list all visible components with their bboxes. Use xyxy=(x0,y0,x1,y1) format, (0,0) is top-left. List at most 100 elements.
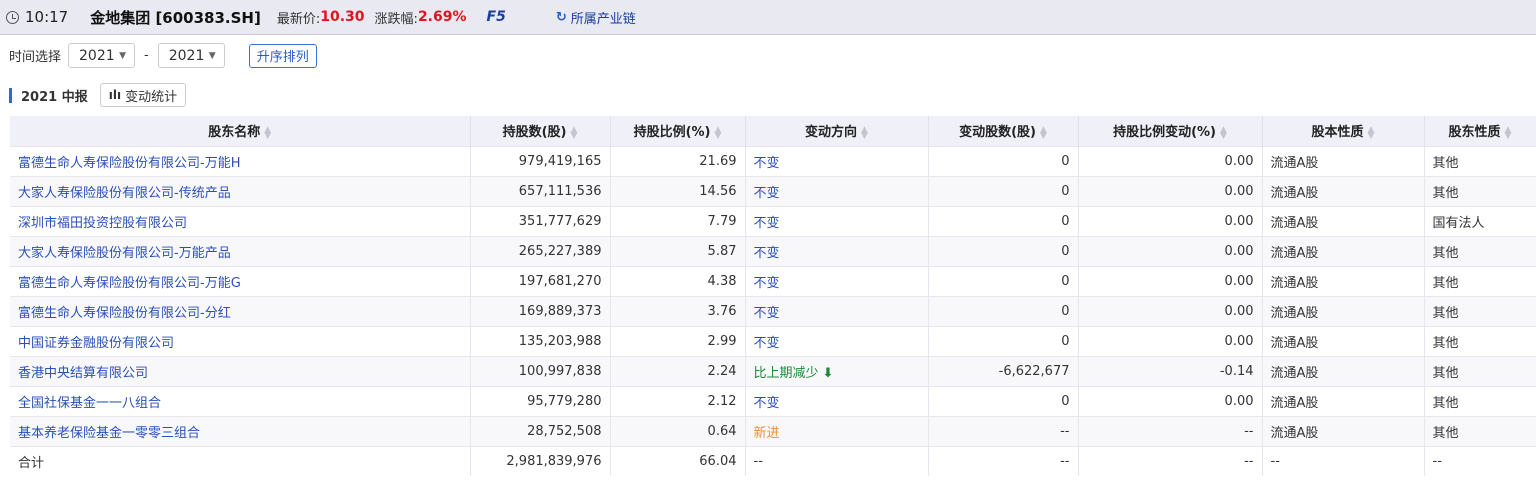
cell-change-direction: 不变 xyxy=(745,385,929,416)
cell-shareholder-name: 合计 xyxy=(10,445,471,476)
time-filter: 时间选择 2021 ▼ - 2021 ▼ 升序排列 xyxy=(9,43,317,68)
range-separator: - xyxy=(144,48,149,63)
cell-change-shares: -- xyxy=(928,415,1079,446)
change-stats-label: 变动统计 xyxy=(125,89,178,105)
sort-icon[interactable]: ▲ ▼ xyxy=(570,124,578,141)
arrow-down-icon: ⬇ xyxy=(822,365,834,381)
cell-change-shares: 0 xyxy=(928,385,1079,416)
column-header-label: 持股数(股) xyxy=(502,125,567,141)
year-from-select[interactable]: 2021 ▼ xyxy=(68,43,136,68)
cell-holding-ratio: 21.69 xyxy=(610,145,746,176)
column-header-label: 股东名称 xyxy=(208,125,261,141)
column-header-change-shares[interactable]: 变动股数(股) ▲ ▼ xyxy=(928,116,1079,146)
table-row: 富德生命人寿保险股份有限公司-万能H 979,419,165 21.69 不变 0 0.0… xyxy=(10,145,1536,176)
cell-holding-ratio: 2.24 xyxy=(610,355,746,386)
cell-shares-held: 28,752,508 xyxy=(470,415,611,446)
header-bar: 10:17 金地集团 [600383.SH] 最新价: 10.30 涨跌幅: 2… xyxy=(0,0,1536,35)
total-row: 合计 2,981,839,976 66.04 -- -- -- -- -- xyxy=(10,445,1536,476)
cell-change-direction: 比上期减少 ⬇ xyxy=(745,355,929,386)
cell-shareholder-name[interactable]: 富德生命人寿保险股份有限公司-万能H xyxy=(10,145,471,176)
cell-shareholder-name[interactable]: 大家人寿保险股份有限公司-传统产品 xyxy=(10,175,471,206)
cell-share-type: 流通A股 xyxy=(1262,355,1425,386)
cell-shareholder-type: 其他 xyxy=(1424,265,1536,296)
cell-change-shares: 0 xyxy=(928,145,1079,176)
shareholder-table: 股东名称 ▲ ▼ 持股数(股) ▲ ▼ 持股比例(%) ▲ ▼ 变动方向 ▲ ▼ 变动股数(股) ▲ ▼ 持股… xyxy=(10,116,1536,476)
table-row: 基本养老保险基金一零零三组合 28,752,508 0.64 新进 -- -- 流通A股 其他 xyxy=(10,415,1536,446)
year-to-value: 2021 xyxy=(168,47,205,64)
cell-ratio-change: 0.00 xyxy=(1078,295,1263,326)
column-header-change-direction[interactable]: 变动方向 ▲ ▼ xyxy=(745,116,929,146)
column-header-label: 股东性质 xyxy=(1448,125,1501,141)
cell-change-direction: 不变 xyxy=(745,265,929,296)
price-value: 10.30 xyxy=(320,9,365,25)
cell-share-type: 流通A股 xyxy=(1262,415,1425,446)
cell-ratio-change: 0.00 xyxy=(1078,385,1263,416)
cell-shareholder-type: 其他 xyxy=(1424,415,1536,446)
sort-icon[interactable]: ▲ ▼ xyxy=(861,124,868,141)
column-header-shareholder-name[interactable]: 股东名称 ▲ ▼ xyxy=(10,116,471,146)
change-value: 2.69% xyxy=(417,9,467,25)
column-header-shareholder-type[interactable]: 股东性质 ▲ ▼ xyxy=(1424,116,1536,146)
column-header-label: 持股比例(%) xyxy=(633,125,711,141)
industry-chain-link[interactable]: ↻ 所属产业链 xyxy=(556,8,636,27)
cell-holding-ratio: 14.56 xyxy=(610,175,746,206)
cell-holding-ratio: 66.04 xyxy=(610,445,746,476)
change-label: 涨跌幅: xyxy=(374,11,418,27)
cell-change-direction: 不变 xyxy=(745,145,929,176)
cell-shares-held: 95,779,280 xyxy=(470,385,611,416)
cell-holding-ratio: 4.38 xyxy=(610,265,746,296)
cell-shareholder-type: -- xyxy=(1424,445,1536,476)
cell-holding-ratio: 2.99 xyxy=(610,325,746,356)
cell-change-shares: -- xyxy=(928,445,1079,476)
cell-shares-held: 169,889,373 xyxy=(470,295,611,326)
cell-share-type: -- xyxy=(1262,445,1425,476)
sort-icon[interactable]: ▲ ▼ xyxy=(264,124,272,141)
cell-shareholder-type: 其他 xyxy=(1424,295,1536,326)
sort-icon[interactable]: ▲ ▼ xyxy=(1220,124,1227,141)
cell-share-type: 流通A股 xyxy=(1262,325,1425,356)
sort-icon[interactable]: ▲ ▼ xyxy=(1504,124,1512,141)
sort-icon[interactable]: ▲ ▼ xyxy=(714,124,722,141)
table-row: 大家人寿保险股份有限公司-万能产品 265,227,389 5.87 不变 0 0.00 流… xyxy=(10,235,1536,266)
cell-share-type: 流通A股 xyxy=(1262,205,1425,236)
cell-shareholder-type: 其他 xyxy=(1424,355,1536,386)
cell-shareholder-name[interactable]: 香港中央结算有限公司 xyxy=(10,355,471,386)
sort-icon[interactable]: ▲ ▼ xyxy=(1039,124,1047,141)
cell-shareholder-name[interactable]: 中国证券金融股份有限公司 xyxy=(10,325,471,356)
cell-ratio-change: 0.00 xyxy=(1078,265,1263,296)
cell-shareholder-type: 其他 xyxy=(1424,385,1536,416)
cell-shareholder-name[interactable]: 富德生命人寿保险股份有限公司-万能G xyxy=(10,265,471,296)
column-header-ratio-change[interactable]: 持股比例变动(%) ▲ ▼ xyxy=(1078,116,1263,146)
table-row: 富德生命人寿保险股份有限公司-分红 169,889,373 3.76 不变 0 0.00 流… xyxy=(10,295,1536,326)
cell-shareholder-name[interactable]: 全国社保基金一一八组合 xyxy=(10,385,471,416)
time-filter-label: 时间选择 xyxy=(9,50,62,65)
section-marker xyxy=(9,87,12,103)
cell-change-shares: 0 xyxy=(928,175,1079,206)
year-to-select[interactable]: 2021 ▼ xyxy=(157,43,225,68)
table-row: 深圳市福田投资控股有限公司 351,777,629 7.79 不变 0 0.00 流通A股国… xyxy=(10,205,1536,236)
cell-ratio-change: 0.00 xyxy=(1078,145,1263,176)
cell-holding-ratio: 0.64 xyxy=(610,415,746,446)
section-header: 2021 中报 ılı 变动统计 xyxy=(9,83,187,107)
chevron-down-icon: ▼ xyxy=(208,50,216,61)
cell-shares-held: 265,227,389 xyxy=(470,235,611,266)
cell-shareholder-name[interactable]: 基本养老保险基金一零零三组合 xyxy=(10,415,471,446)
column-header-shares-held[interactable]: 持股数(股) ▲ ▼ xyxy=(470,116,611,146)
cell-shareholder-name[interactable]: 大家人寿保险股份有限公司-万能产品 xyxy=(10,235,471,266)
f5-button[interactable]: F5 xyxy=(486,9,506,25)
sort-icon[interactable]: ▲ ▼ xyxy=(1367,124,1375,141)
table-header-row: 股东名称 ▲ ▼ 持股数(股) ▲ ▼ 持股比例(%) ▲ ▼ 变动方向 ▲ ▼ 变动股数(股) ▲ ▼ 持股… xyxy=(10,116,1536,146)
cell-ratio-change: -- xyxy=(1078,415,1263,446)
column-header-holding-ratio[interactable]: 持股比例(%) ▲ ▼ xyxy=(610,116,746,146)
clock-icon xyxy=(6,10,19,24)
cell-shareholder-type: 其他 xyxy=(1424,145,1536,176)
change-stats-button[interactable]: ılı 变动统计 xyxy=(99,83,187,107)
cell-shareholder-name[interactable]: 富德生命人寿保险股份有限公司-分红 xyxy=(10,295,471,326)
cell-change-direction: 不变 xyxy=(745,295,929,326)
sort-ascending-button[interactable]: 升序排列 xyxy=(248,43,317,68)
column-header-share-type[interactable]: 股本性质 ▲ ▼ xyxy=(1262,116,1425,146)
table-row: 富德生命人寿保险股份有限公司-万能G 197,681,270 4.38 不变 0 0.00… xyxy=(10,265,1536,296)
column-header-label: 变动股数(股) xyxy=(959,125,1036,141)
cell-shareholder-name[interactable]: 深圳市福田投资控股有限公司 xyxy=(10,205,471,236)
cell-change-direction: 不变 xyxy=(745,325,929,356)
